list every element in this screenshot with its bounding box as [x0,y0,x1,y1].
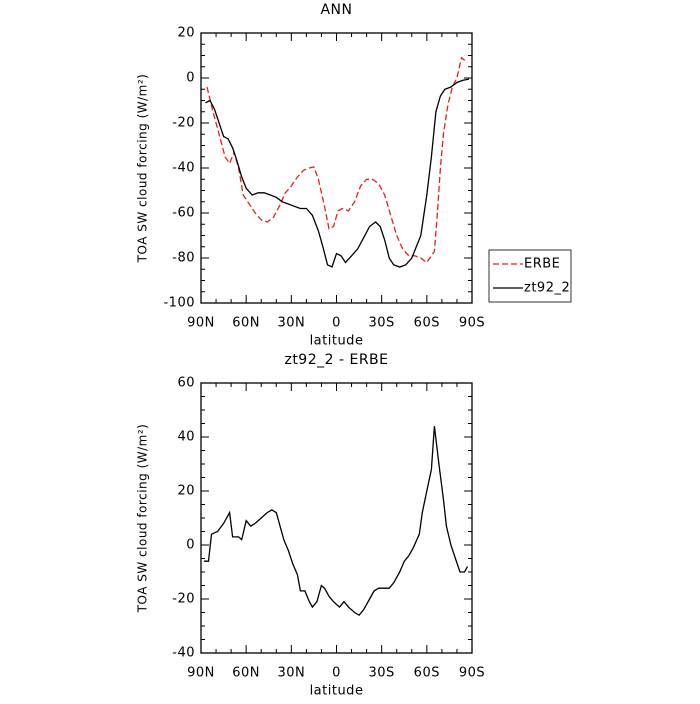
x-tick-label: 60S [414,316,440,331]
legend-label: zt92_2 [524,281,570,296]
y-tick-label: 40 [177,430,195,445]
y-tick-label: 0 [186,71,195,86]
x-tick-label: 60N [232,666,260,681]
y-tick-label: -60 [172,206,195,221]
x-tick-label: 90N [187,666,215,681]
legend-label: ERBE [524,257,560,272]
x-tick-label: 0 [332,666,341,681]
y-tick-label: -100 [163,296,195,311]
x-tick-label: 90N [187,316,215,331]
plot-frame [200,32,473,304]
x-tick-label: 30S [369,316,395,331]
legend-box [488,249,572,303]
x-tick-label: 60S [414,666,440,681]
x-axis-label: latitude [310,334,364,349]
y-tick-label: 0 [186,538,195,553]
x-axis-label: latitude [310,684,364,699]
y-tick-label: 20 [177,484,195,499]
y-tick-label: -80 [172,251,195,266]
y-tick-label: 60 [177,376,195,391]
series-line [204,426,469,617]
y-tick-label: 20 [177,26,195,41]
x-tick-label: 90S [459,666,485,681]
y-tick-label: -20 [172,592,195,607]
x-tick-label: 30N [277,316,305,331]
x-tick-label: 30N [277,666,305,681]
y-axis-label: TOA SW cloud forcing (W/m²) [136,74,150,264]
x-tick-label: 30S [369,666,395,681]
y-tick-label: -20 [172,116,195,131]
series-line [205,78,470,268]
y-axis-label: TOA SW cloud forcing (W/m²) [136,424,150,614]
series-line [206,56,468,264]
chart-title: zt92_2 - ERBE [284,352,388,368]
y-tick-label: -40 [172,646,195,661]
chart-title: ANN [320,2,352,18]
x-tick-label: 0 [332,316,341,331]
y-tick-label: -40 [172,161,195,176]
x-tick-label: 90S [459,316,485,331]
x-tick-label: 60N [232,316,260,331]
plot-frame [200,382,473,654]
